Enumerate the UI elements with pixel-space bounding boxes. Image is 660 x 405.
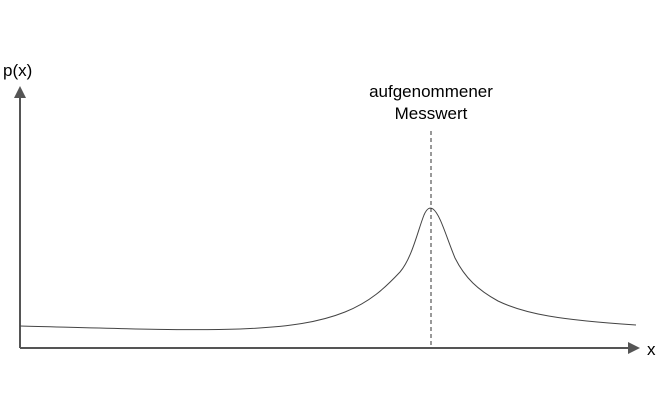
annotation-line-2: Messwert bbox=[395, 104, 468, 123]
y-axis-label: p(x) bbox=[3, 61, 32, 80]
annotation-line-1: aufgenommener bbox=[369, 82, 493, 101]
density-curve bbox=[19, 207, 637, 331]
x-axis-label: x bbox=[647, 340, 656, 359]
